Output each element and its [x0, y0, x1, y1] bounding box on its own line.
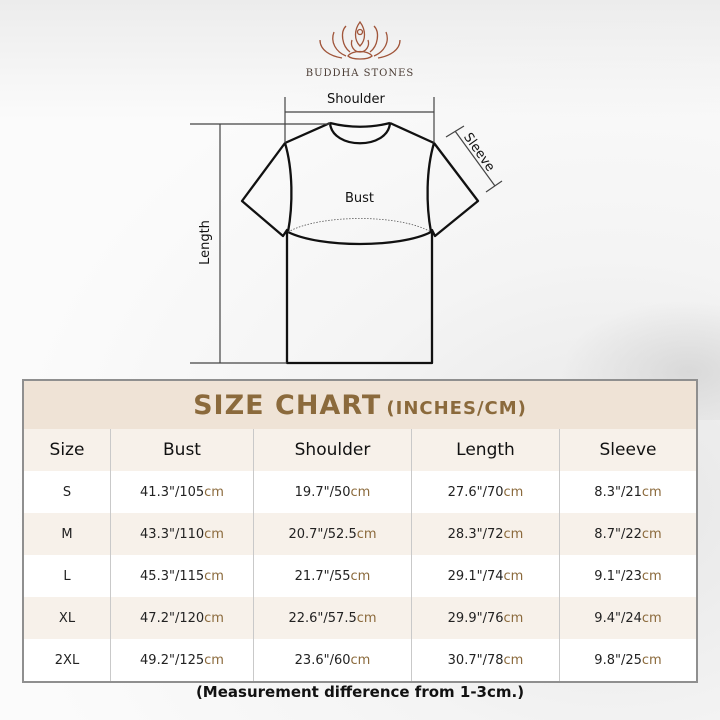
table-row: S 41.3"/105cm 19.7"/50cm 27.6"/70cm 8.3"/21c…: [23, 471, 697, 513]
cell-sleeve: 9.8"/25cm: [559, 639, 697, 682]
cell-value: 43.3"/110: [140, 526, 205, 542]
unit-cm: cm: [641, 568, 662, 584]
cell-value: L: [63, 568, 71, 584]
cell-value: 28.3"/72: [447, 526, 504, 542]
unit-cm: cm: [641, 526, 662, 542]
cell-bust: 45.3"/115cm: [110, 555, 254, 597]
length-label: Length: [197, 220, 213, 265]
dimension-lines: [190, 97, 503, 364]
header-length: Length: [411, 429, 560, 471]
cell-length: 29.9"/76cm: [411, 597, 560, 639]
cell-value: 19.7"/50: [294, 484, 351, 500]
cell-value: 47.2"/120: [140, 610, 205, 626]
cell-shoulder: 23.6"/60cm: [253, 639, 412, 682]
cell-sleeve: 8.3"/21cm: [559, 471, 697, 513]
header-bust: Bust: [110, 429, 254, 471]
bust-dotted-line: [287, 218, 432, 233]
header-shoulder: Shoulder: [253, 429, 412, 471]
header-row: Size Bust Shoulder Length Sleeve: [23, 429, 697, 471]
brand-name: BUDDHA STONES: [305, 68, 415, 79]
unit-cm: cm: [641, 610, 662, 626]
unit-cm: cm: [503, 568, 524, 584]
cell-value: 27.6"/70: [447, 484, 504, 500]
unit-cm: cm: [350, 652, 371, 668]
unit-cm: cm: [204, 568, 224, 584]
cell-size: XL: [23, 597, 111, 639]
header-sleeve: Sleeve: [559, 429, 697, 471]
unit-cm: cm: [204, 526, 224, 542]
unit-cm: cm: [641, 484, 662, 500]
cell-length: 28.3"/72cm: [411, 513, 560, 555]
unit-cm: cm: [641, 652, 662, 668]
lotus-meditation-icon: [319, 20, 401, 60]
unit-cm: cm: [204, 652, 224, 668]
cell-bust: 41.3"/105cm: [110, 471, 254, 513]
unit-cm: cm: [503, 484, 524, 500]
cell-length: 29.1"/74cm: [411, 555, 560, 597]
unit-cm: cm: [204, 484, 224, 500]
cell-value: XL: [58, 610, 76, 626]
cell-value: 9.8"/25: [594, 652, 642, 668]
cell-value: S: [62, 484, 72, 500]
shirt-outline: [240, 121, 480, 365]
measurement-note: (Measurement difference from 1-3cm.): [195, 683, 525, 701]
cell-value: 8.3"/21: [594, 484, 642, 500]
size-chart-table: SIZE CHART (INCHES/CM) Size Bust Shoulde…: [22, 379, 698, 683]
cell-shoulder: 22.6"/57.5cm: [253, 597, 412, 639]
cell-length: 30.7"/78cm: [411, 639, 560, 682]
cell-value: 22.6"/57.5: [288, 610, 357, 626]
table-row: XL 47.2"/120cm 22.6"/57.5cm 29.9"/76cm 9.4"/…: [23, 597, 697, 639]
cell-size: M: [23, 513, 111, 555]
title-units: (INCHES/CM): [386, 397, 527, 419]
cell-value: 9.1"/23: [594, 568, 642, 584]
title-main: SIZE CHART: [193, 389, 382, 421]
shoulder-label: Shoulder: [327, 92, 385, 107]
cell-value: 8.7"/22: [594, 526, 642, 542]
unit-cm: cm: [350, 568, 371, 584]
unit-cm: cm: [356, 526, 377, 542]
cell-size: 2XL: [23, 639, 111, 682]
table-row: M 43.3"/110cm 20.7"/52.5cm 28.3"/72cm 8.7"/2…: [23, 513, 697, 555]
cell-length: 27.6"/70cm: [411, 471, 560, 513]
cell-value: M: [61, 526, 73, 542]
unit-cm: cm: [503, 652, 524, 668]
cell-value: 21.7"/55: [294, 568, 351, 584]
cell-value: 41.3"/105: [140, 484, 205, 500]
cell-value: 2XL: [54, 652, 80, 668]
cell-sleeve: 9.4"/24cm: [559, 597, 697, 639]
background-mist: [0, 0, 720, 120]
tshirt-diagram: [190, 20, 503, 365]
cell-value: 29.1"/74: [447, 568, 504, 584]
cell-bust: 43.3"/110cm: [110, 513, 254, 555]
cell-value: 9.4"/24: [594, 610, 642, 626]
unit-cm: cm: [350, 484, 371, 500]
header-size: Size: [23, 429, 111, 471]
cell-value: 23.6"/60: [294, 652, 351, 668]
unit-cm: cm: [503, 610, 524, 626]
table-row: 2XL 49.2"/125cm 23.6"/60cm 30.7"/78cm 9.8"/2…: [23, 639, 697, 682]
cell-value: 45.3"/115: [140, 568, 205, 584]
unit-cm: cm: [503, 526, 524, 542]
cell-shoulder: 20.7"/52.5cm: [253, 513, 412, 555]
unit-cm: cm: [356, 610, 377, 626]
cell-bust: 47.2"/120cm: [110, 597, 254, 639]
unit-cm: cm: [204, 610, 224, 626]
table-row: L 45.3"/115cm 21.7"/55cm 29.1"/74cm 9.1"/23c…: [23, 555, 697, 597]
cell-value: 49.2"/125: [140, 652, 205, 668]
cell-value: 20.7"/52.5: [288, 526, 357, 542]
cell-sleeve: 9.1"/23cm: [559, 555, 697, 597]
cell-sleeve: 8.7"/22cm: [559, 513, 697, 555]
cell-shoulder: 21.7"/55cm: [253, 555, 412, 597]
cell-value: 30.7"/78: [447, 652, 504, 668]
cell-size: L: [23, 555, 111, 597]
cell-shoulder: 19.7"/50cm: [253, 471, 412, 513]
cell-value: 29.9"/76: [447, 610, 504, 626]
cell-bust: 49.2"/125cm: [110, 639, 254, 682]
bust-label: Bust: [345, 191, 375, 206]
size-chart-title: SIZE CHART (INCHES/CM): [23, 380, 697, 429]
cell-size: S: [23, 471, 111, 513]
